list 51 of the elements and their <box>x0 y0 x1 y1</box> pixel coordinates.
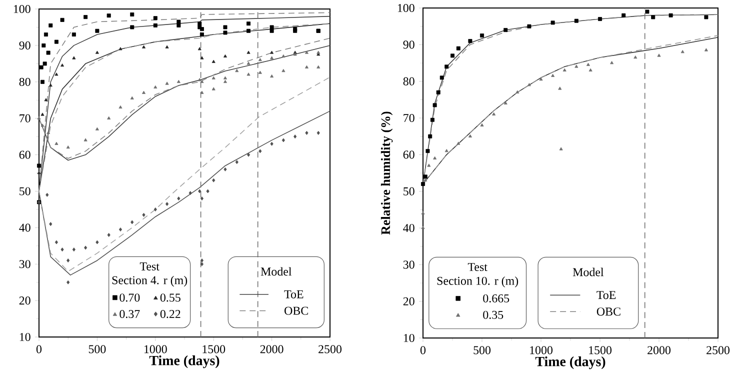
x-axis-title: Time (days) <box>535 356 606 370</box>
x-tick-label: 1000 <box>144 345 167 354</box>
x-tick-label: 0 <box>420 346 426 354</box>
y-tick-label: 80 <box>19 78 30 86</box>
y-tick-label: 40 <box>403 224 414 232</box>
annotation: Model <box>572 268 604 276</box>
legend-label: 0.22 <box>160 310 180 318</box>
annotation: Section 4. r (m) <box>112 276 188 287</box>
x-tick-label: 1000 <box>530 346 552 354</box>
y-tick-label: 50 <box>404 187 414 196</box>
y-tick-label: 40 <box>19 224 30 232</box>
y-tick-label: 30 <box>403 260 414 269</box>
y-tick-label: 80 <box>403 77 414 86</box>
legend-label: 0.665 <box>483 294 510 302</box>
x-tick-label: 2000 <box>648 346 670 354</box>
y-tick-label: 30 <box>19 260 30 268</box>
x-tick-label: 2500 <box>706 346 730 354</box>
y-axis-title: Relative humidity (%) <box>380 112 393 235</box>
legend-label: OBC <box>284 306 308 315</box>
legend-title: Test <box>140 262 160 270</box>
x-axis-title: Time (days) <box>149 355 220 368</box>
legend-label: 0.37 <box>120 310 140 318</box>
legend-label: 0.35 <box>483 310 504 319</box>
legend-label: 0.55 <box>160 294 180 302</box>
legend-label: ToE <box>596 291 616 300</box>
annotation: Section 10. r (m) <box>437 276 518 288</box>
y-tick-label: 20 <box>19 296 30 305</box>
y-tick-label: 100 <box>14 4 30 14</box>
y-tick-label: 90 <box>19 41 30 50</box>
annotation: Model <box>260 267 292 276</box>
y-tick-label: 20 <box>403 297 414 306</box>
legend-label: OBC <box>596 308 620 316</box>
x-tick-label: 1500 <box>202 345 226 354</box>
legend-label: 0.70 <box>120 294 140 302</box>
y-tick-label: 90 <box>403 40 414 49</box>
x-tick-label: 500 <box>474 346 491 354</box>
x-tick-label: 0 <box>36 345 42 354</box>
y-tick-label: 70 <box>404 114 414 122</box>
y-tick-label: 50 <box>20 187 30 196</box>
y-tick-label: 60 <box>19 150 30 159</box>
y-tick-label: 70 <box>20 114 30 122</box>
legend-label: ToE <box>284 290 304 298</box>
y-tick-label: 10 <box>404 334 414 342</box>
y-tick-label: 100 <box>398 4 414 12</box>
x-tick-label: 1500 <box>589 346 612 354</box>
legend-title: Test <box>468 263 488 272</box>
x-tick-label: 2500 <box>318 345 342 354</box>
y-tick-label: 60 <box>403 150 414 159</box>
x-tick-label: 500 <box>88 345 106 354</box>
x-tick-label: 2000 <box>260 345 284 354</box>
y-tick-label: 10 <box>20 332 30 342</box>
